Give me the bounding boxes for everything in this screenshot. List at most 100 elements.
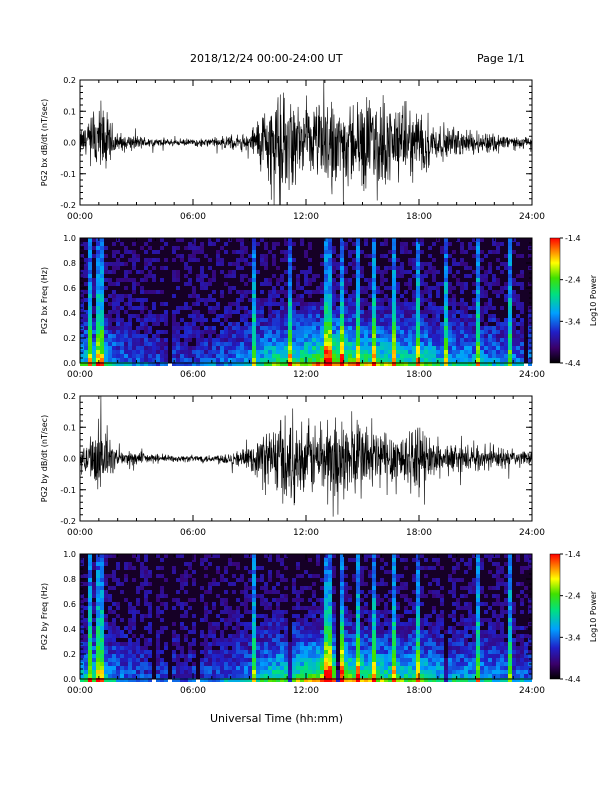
heatmap-cell xyxy=(368,634,372,638)
heatmap-cell xyxy=(428,290,432,294)
heatmap-cell xyxy=(320,290,324,294)
heatmap-cell xyxy=(432,638,436,642)
heatmap-cell xyxy=(460,358,464,362)
heatmap-cell xyxy=(336,286,340,290)
heatmap-cell xyxy=(340,250,344,254)
heatmap-cell xyxy=(148,622,152,626)
heatmap-cell xyxy=(156,658,160,662)
heatmap-cell xyxy=(312,354,316,358)
heatmap-cell xyxy=(424,322,428,326)
heatmap-cell xyxy=(132,338,136,342)
heatmap-cell xyxy=(416,618,420,622)
heatmap-cell xyxy=(324,318,328,322)
heatmap-cell xyxy=(476,346,480,350)
heatmap-cell xyxy=(220,678,224,682)
heatmap-cell xyxy=(180,346,184,350)
heatmap-cell xyxy=(340,574,344,578)
heatmap-cell xyxy=(128,258,132,262)
heatmap-cell xyxy=(448,670,452,674)
heatmap-cell xyxy=(180,646,184,650)
heatmap-cell xyxy=(244,642,248,646)
heatmap-cell xyxy=(124,626,128,630)
heatmap-cell xyxy=(192,294,196,298)
heatmap-cell xyxy=(248,290,252,294)
heatmap-cell xyxy=(156,334,160,338)
heatmap-cell xyxy=(100,250,104,254)
heatmap-cell xyxy=(224,606,228,610)
heatmap-cell xyxy=(324,678,328,682)
heatmap-cell xyxy=(464,342,468,346)
heatmap-cell xyxy=(448,254,452,258)
heatmap-cell xyxy=(356,350,360,354)
heatmap-cell xyxy=(464,650,468,654)
heatmap-cell xyxy=(92,354,96,358)
heatmap-cell xyxy=(440,618,444,622)
heatmap-cell xyxy=(316,358,320,362)
heatmap-cell xyxy=(460,642,464,646)
heatmap-cell xyxy=(392,274,396,278)
heatmap-cell xyxy=(404,346,408,350)
heatmap-cell xyxy=(324,314,328,318)
heatmap-cell xyxy=(284,646,288,650)
heatmap-cell xyxy=(260,566,264,570)
heatmap-cell xyxy=(268,654,272,658)
heatmap-cell xyxy=(416,594,420,598)
heatmap-cell xyxy=(296,670,300,674)
heatmap-cell xyxy=(160,610,164,614)
heatmap-cell xyxy=(460,630,464,634)
heatmap-cell xyxy=(244,246,248,250)
heatmap-cell xyxy=(464,594,468,598)
heatmap-cell xyxy=(244,294,248,298)
heatmap-cell xyxy=(412,258,416,262)
heatmap-cell xyxy=(192,310,196,314)
heatmap-cell xyxy=(376,622,380,626)
heatmap-cell xyxy=(112,658,116,662)
heatmap-cell xyxy=(296,638,300,642)
heatmap-cell xyxy=(240,650,244,654)
heatmap-cell xyxy=(256,614,260,618)
heatmap-cell xyxy=(184,590,188,594)
heatmap-cell xyxy=(144,670,148,674)
heatmap-cell xyxy=(328,650,332,654)
heatmap-cell xyxy=(432,278,436,282)
heatmap-cell xyxy=(252,594,256,598)
heatmap-cell xyxy=(376,326,380,330)
heatmap-cell xyxy=(268,674,272,678)
heatmap-cell xyxy=(188,630,192,634)
heatmap-cell xyxy=(332,554,336,558)
heatmap-cell xyxy=(276,642,280,646)
heatmap-cell xyxy=(372,602,376,606)
heatmap-cell xyxy=(404,326,408,330)
heatmap-cell xyxy=(352,310,356,314)
heatmap-cell xyxy=(364,654,368,658)
heatmap-cell xyxy=(496,362,500,366)
heatmap-cell xyxy=(252,330,256,334)
heatmap-cell xyxy=(444,306,448,310)
heatmap-cell xyxy=(288,314,292,318)
heatmap-cell xyxy=(304,310,308,314)
heatmap-cell xyxy=(392,666,396,670)
heatmap-cell xyxy=(444,314,448,318)
heatmap-cell xyxy=(500,270,504,274)
heatmap-cell xyxy=(352,626,356,630)
heatmap-cell xyxy=(308,258,312,262)
heatmap-cell xyxy=(236,598,240,602)
heatmap-cell xyxy=(408,334,412,338)
heatmap-cell xyxy=(172,666,176,670)
heatmap-cell xyxy=(88,590,92,594)
heatmap-cell xyxy=(520,334,524,338)
heatmap-cell xyxy=(332,286,336,290)
heatmap-cell xyxy=(208,238,212,242)
heatmap-cell xyxy=(428,330,432,334)
heatmap-cell xyxy=(304,606,308,610)
heatmap-cell xyxy=(436,326,440,330)
heatmap-cell xyxy=(492,242,496,246)
heatmap-cell xyxy=(480,326,484,330)
heatmap-cell xyxy=(344,642,348,646)
heatmap-cell xyxy=(88,350,92,354)
heatmap-cell xyxy=(392,306,396,310)
heatmap-cell xyxy=(260,318,264,322)
heatmap-cell xyxy=(268,626,272,630)
heatmap-cell xyxy=(172,658,176,662)
heatmap-cell xyxy=(488,346,492,350)
